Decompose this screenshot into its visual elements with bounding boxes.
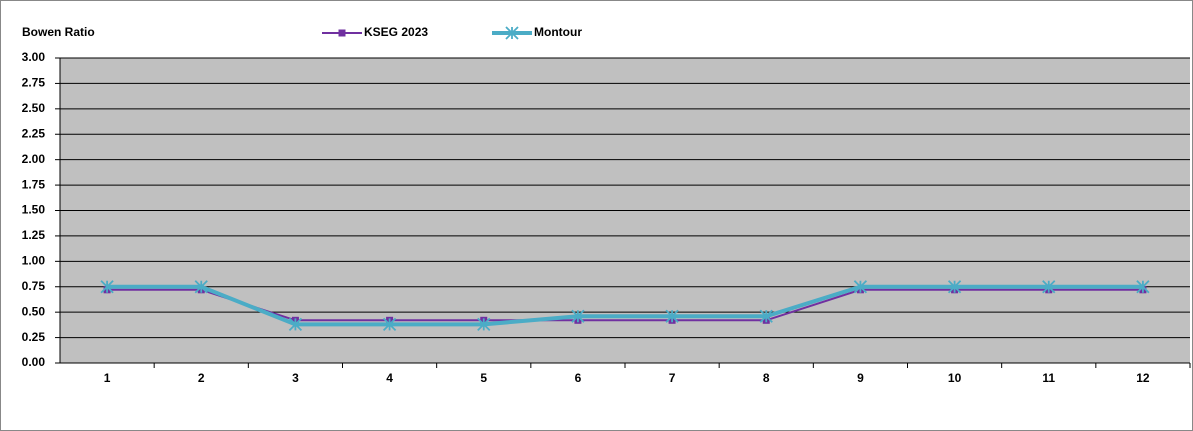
y-tick-label: 2.00 bbox=[22, 152, 46, 166]
y-tick-label: 0.25 bbox=[22, 330, 46, 344]
legend-label: KSEG 2023 bbox=[364, 25, 428, 39]
y-tick-label: 1.00 bbox=[22, 254, 46, 268]
marker bbox=[571, 309, 585, 323]
y-tick-label: 2.75 bbox=[22, 76, 46, 90]
marker bbox=[288, 317, 303, 332]
x-tick-label: 10 bbox=[948, 371, 962, 385]
x-tick-label: 2 bbox=[198, 371, 205, 385]
marker bbox=[1042, 280, 1056, 294]
x-tick-label: 1 bbox=[104, 371, 111, 385]
y-tick-label: 3.00 bbox=[22, 50, 46, 64]
y-axis-title: Bowen Ratio bbox=[22, 25, 95, 39]
marker bbox=[759, 309, 773, 323]
x-tick-label: 9 bbox=[857, 371, 864, 385]
y-tick-label: 1.25 bbox=[22, 228, 46, 242]
x-tick-label: 6 bbox=[575, 371, 582, 385]
marker bbox=[477, 317, 491, 332]
y-tick-label: 0.50 bbox=[22, 304, 46, 318]
y-tick-label: 1.50 bbox=[22, 203, 46, 217]
series-line bbox=[107, 288, 1143, 322]
y-tick-label: 1.75 bbox=[22, 177, 46, 191]
legend-label: Montour bbox=[534, 25, 582, 39]
marker bbox=[194, 280, 208, 294]
marker bbox=[100, 280, 114, 294]
x-tick-label: 3 bbox=[292, 371, 299, 385]
marker bbox=[338, 29, 346, 37]
y-tick-label: 2.50 bbox=[22, 101, 46, 115]
x-tick-label: 12 bbox=[1136, 371, 1150, 385]
marker bbox=[853, 280, 868, 294]
marker bbox=[1136, 280, 1150, 294]
x-tick-label: 8 bbox=[763, 371, 770, 385]
x-tick-label: 11 bbox=[1042, 371, 1055, 385]
x-tick-label: 7 bbox=[669, 371, 676, 385]
x-tick-label: 4 bbox=[386, 371, 393, 385]
marker bbox=[505, 26, 519, 40]
marker bbox=[382, 317, 397, 332]
y-tick-label: 2.25 bbox=[22, 126, 46, 140]
y-tick-label: 0.00 bbox=[22, 355, 46, 369]
marker bbox=[665, 309, 679, 323]
x-tick-label: 5 bbox=[480, 371, 487, 385]
y-tick-label: 0.75 bbox=[22, 279, 46, 293]
series-line bbox=[107, 284, 1143, 327]
marker bbox=[947, 280, 962, 294]
